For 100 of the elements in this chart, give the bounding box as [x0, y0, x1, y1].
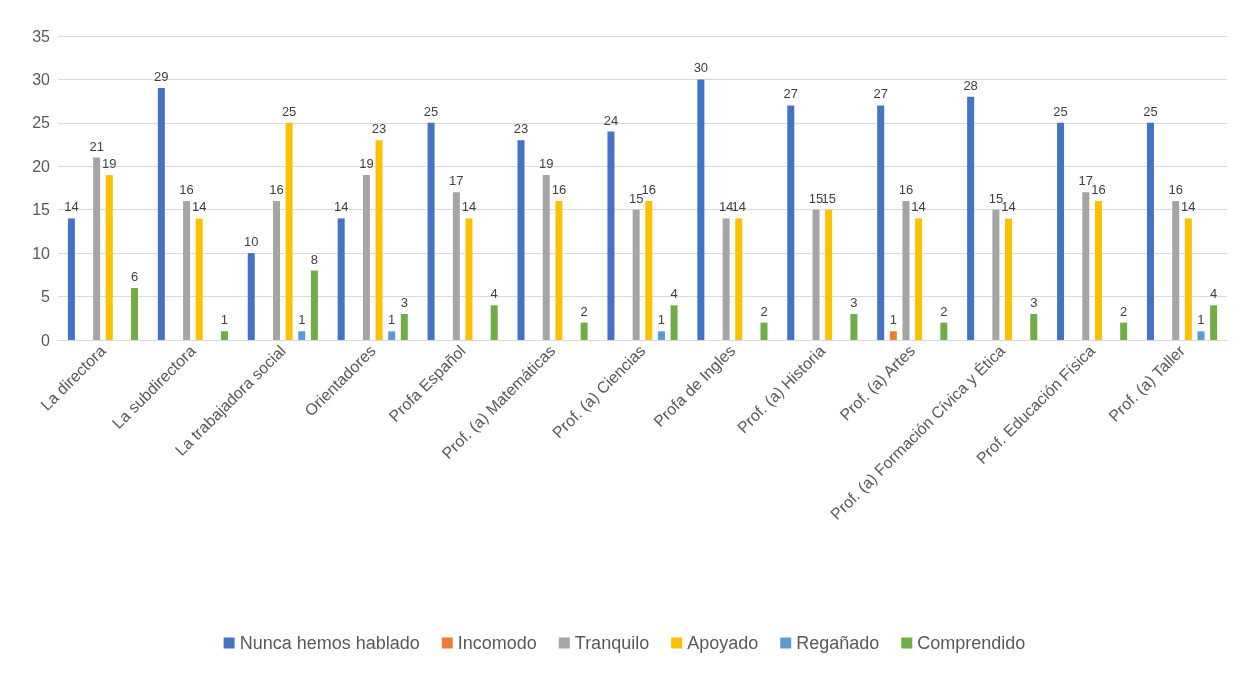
data-label: 17 [1078, 173, 1094, 189]
bar [1030, 313, 1038, 340]
data-label: 4 [490, 286, 498, 302]
data-label: 14 [731, 199, 746, 215]
y-tick-label: 35 [32, 27, 51, 45]
bar [542, 174, 550, 340]
data-label: 17 [449, 173, 464, 189]
bar [1120, 322, 1128, 340]
bar [1094, 201, 1102, 340]
bar [93, 157, 101, 340]
bar [632, 209, 640, 340]
data-label: 1 [1197, 312, 1205, 328]
bar [902, 201, 910, 340]
data-label: 19 [539, 155, 554, 171]
bar [722, 218, 730, 340]
y-tick-label: 15 [32, 201, 51, 219]
y-tick-label: 20 [32, 157, 51, 175]
bar [1210, 305, 1218, 340]
bar [1197, 331, 1205, 340]
data-label: 21 [89, 138, 104, 154]
data-label: 6 [130, 268, 139, 284]
legend-label: Tranquilo [574, 633, 650, 653]
data-label: 25 [1053, 103, 1068, 119]
bar [490, 305, 498, 340]
bar [298, 331, 306, 340]
legend-label: Incomodo [457, 633, 537, 653]
bar [940, 322, 948, 340]
bar [195, 218, 203, 340]
bar [337, 218, 345, 340]
data-label: 2 [940, 303, 948, 319]
data-label: 23 [371, 121, 387, 137]
data-label: 25 [423, 103, 439, 119]
data-label: 27 [783, 86, 799, 102]
bar [131, 287, 139, 340]
bar [517, 140, 525, 340]
bar [465, 218, 473, 340]
y-tick-label: 25 [32, 114, 51, 132]
data-label: 16 [1091, 182, 1106, 198]
bar [607, 131, 615, 340]
bar [1184, 218, 1192, 340]
data-label: 3 [400, 294, 408, 310]
bar [787, 105, 795, 340]
data-label: 1 [388, 312, 396, 328]
bar [362, 174, 370, 340]
data-label: 19 [359, 155, 374, 171]
bar [555, 201, 563, 340]
data-label: 1 [298, 312, 306, 328]
data-label: 14 [911, 199, 926, 215]
data-label: 14 [64, 199, 79, 215]
data-label: 16 [551, 182, 567, 198]
data-label: 15 [821, 190, 836, 206]
data-label: 16 [898, 182, 914, 198]
y-tick-label: 5 [41, 288, 51, 306]
bar [992, 209, 1000, 340]
legend-label: Comprendido [917, 633, 1026, 653]
data-label: 25 [1143, 103, 1158, 119]
bar [1082, 192, 1090, 340]
bar [580, 322, 588, 340]
data-label: 1 [889, 312, 897, 328]
legend-label: Nunca hemos hablado [239, 633, 420, 653]
bar [1146, 122, 1154, 340]
data-label: 10 [244, 234, 259, 250]
bar [310, 270, 318, 340]
y-tick-label: 0 [41, 331, 51, 349]
bar [1005, 218, 1013, 340]
data-label: 16 [1168, 182, 1183, 198]
data-label: 4 [670, 286, 678, 302]
bar [967, 96, 975, 340]
data-label: 23 [513, 121, 529, 137]
bar [183, 201, 191, 340]
legend-label: Apoyado [687, 633, 759, 653]
data-label: 14 [1181, 199, 1196, 215]
data-label: 28 [963, 77, 978, 93]
bar [157, 88, 165, 340]
data-label: 27 [873, 86, 888, 102]
data-label: 29 [154, 69, 169, 85]
bar [1057, 122, 1065, 340]
bar [657, 331, 665, 340]
data-label: 1 [220, 312, 229, 328]
data-label: 16 [179, 182, 194, 198]
data-label: 2 [760, 303, 768, 319]
data-label: 15 [988, 190, 1004, 206]
bar [285, 122, 293, 340]
data-label: 24 [603, 112, 619, 128]
bar [375, 140, 383, 340]
data-label: 8 [310, 251, 318, 267]
bar [427, 122, 435, 340]
bar [850, 313, 858, 340]
bar [915, 218, 923, 340]
bar [825, 209, 833, 340]
bar [67, 218, 75, 340]
data-label: 3 [850, 294, 858, 310]
bar [812, 209, 820, 340]
data-label: 30 [693, 60, 709, 76]
y-tick-label: 10 [32, 244, 51, 262]
data-label: 2 [1120, 303, 1128, 319]
bar [877, 105, 885, 340]
legend-label: Regañado [796, 633, 880, 653]
data-label: 15 [628, 190, 644, 206]
bar [670, 305, 678, 340]
